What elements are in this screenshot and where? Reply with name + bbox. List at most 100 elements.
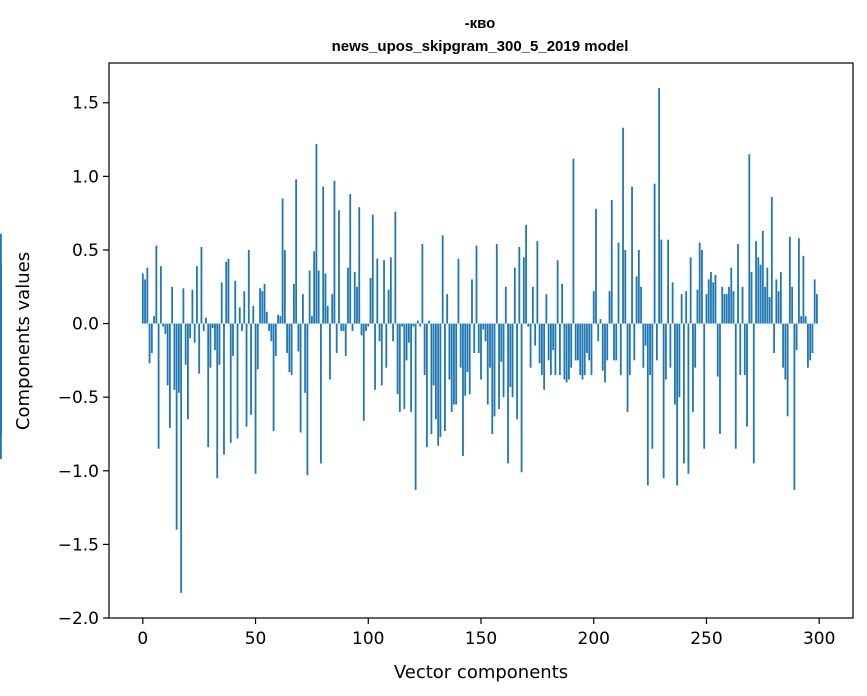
bar-102	[371, 214, 374, 324]
bar-234	[669, 323, 672, 368]
bar-167	[518, 247, 521, 324]
bar-29	[207, 323, 210, 448]
x-tick-label: 50	[245, 629, 267, 649]
bar-37	[225, 261, 228, 324]
bar-1	[144, 279, 146, 324]
bar-125	[423, 323, 426, 376]
bar-111	[392, 323, 394, 342]
bar-183	[554, 323, 557, 376]
bar-229	[658, 88, 661, 324]
bar-120	[412, 323, 415, 327]
bar-112	[394, 211, 397, 324]
bar-212	[619, 323, 622, 376]
bar-12	[168, 323, 171, 429]
bar-77	[315, 143, 318, 324]
bar-252	[710, 272, 712, 324]
bar-239	[680, 294, 683, 324]
bar-129	[432, 323, 435, 386]
bar-76	[313, 251, 316, 324]
bar-173	[531, 286, 534, 324]
bar-91	[347, 267, 349, 324]
bar-48	[250, 323, 252, 415]
bar-196	[583, 323, 586, 376]
x-axis-ticks: 0 50 100 150 200 250 300	[137, 618, 835, 649]
bar-87	[338, 210, 340, 324]
bar-180	[547, 323, 550, 361]
bar-122	[416, 320, 419, 324]
bar-278	[768, 297, 771, 324]
bar-244	[692, 323, 694, 412]
bar-33	[216, 323, 219, 479]
bar-41	[234, 280, 237, 324]
bar-84	[331, 294, 334, 324]
bar-194	[579, 323, 582, 376]
bar-86	[335, 323, 338, 354]
x-tick-label: 100	[352, 629, 384, 649]
bar-264	[737, 244, 739, 324]
bar-172	[529, 323, 532, 368]
bar-228	[655, 323, 658, 361]
bar-54	[263, 283, 266, 324]
bar-265	[739, 323, 742, 376]
bar-289	[793, 323, 796, 490]
bar-294	[804, 316, 807, 324]
bar-68	[295, 179, 298, 324]
bar-3	[148, 323, 151, 364]
bar-20	[187, 323, 189, 420]
bar-158	[498, 323, 500, 409]
bar-89	[342, 323, 345, 331]
bar-145	[468, 323, 471, 395]
bar-104	[376, 258, 379, 324]
bar-238	[678, 323, 681, 398]
bar-15	[175, 323, 178, 530]
chart-subtitle: news_upos_skipgram_300_5_2019 model	[332, 38, 629, 55]
bar-261	[730, 267, 733, 324]
bar-109	[387, 289, 390, 324]
bar-148	[475, 245, 478, 324]
bar-299	[816, 294, 818, 324]
bar-269	[748, 154, 751, 324]
bar-19	[184, 323, 187, 365]
bar-227	[653, 183, 656, 324]
bar-75	[311, 316, 313, 324]
bar-237	[676, 323, 679, 486]
bar-undefined	[0, 289, 2, 324]
bar-271	[752, 323, 755, 464]
bar-287	[788, 236, 791, 324]
bar-247	[698, 242, 701, 324]
bar-61	[279, 316, 282, 324]
bar-103	[374, 323, 376, 390]
bar-297	[811, 323, 814, 354]
bar-266	[741, 286, 744, 324]
bar-197	[586, 323, 588, 354]
bar-99	[365, 323, 367, 331]
bar-47	[247, 249, 250, 324]
bar-221	[640, 286, 642, 324]
bar-242	[687, 323, 690, 474]
bar-209	[613, 323, 615, 361]
bar-296	[809, 323, 812, 361]
bar-113	[396, 323, 399, 395]
bar-133	[441, 235, 444, 324]
bar-140	[457, 258, 460, 324]
bar-25	[198, 323, 201, 374]
bar-134	[444, 323, 446, 432]
bar-147	[473, 323, 476, 354]
bar-216	[628, 323, 631, 376]
bar-65	[288, 323, 291, 373]
bar-262	[732, 291, 735, 324]
bar-53	[261, 291, 264, 324]
bar-150	[480, 323, 482, 380]
bar-17	[180, 323, 183, 593]
bar-121	[414, 323, 417, 490]
bar-191	[572, 158, 575, 324]
bar-118	[407, 323, 410, 343]
bar-276	[764, 286, 766, 324]
bars-group	[0, 88, 818, 593]
bar-286	[786, 323, 789, 417]
bar-198	[588, 323, 591, 361]
bar-179	[545, 294, 548, 324]
bar-24	[196, 266, 198, 324]
bar-258	[723, 294, 726, 324]
x-tick-label: 0	[137, 629, 148, 649]
